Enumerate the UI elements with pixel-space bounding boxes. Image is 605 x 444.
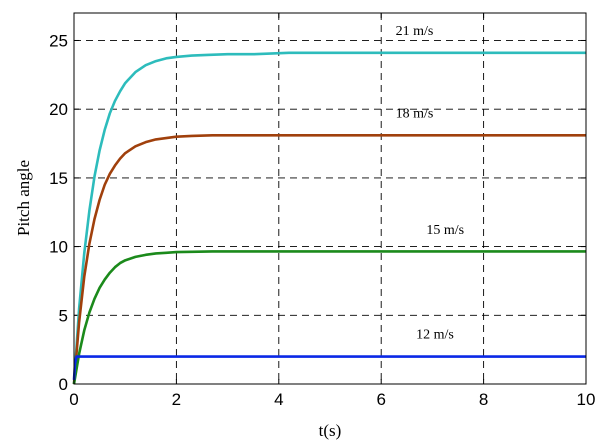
y-tick-label: 5 — [59, 306, 68, 325]
series-line-15-m-s — [72, 250, 586, 385]
x-tick-label: 6 — [376, 390, 385, 409]
series-annotations: 21 m/s 18 m/s 15 m/s 12 m/s — [396, 24, 464, 343]
x-tick-label: 2 — [172, 390, 181, 409]
series-line-12-m-s — [72, 355, 586, 380]
y-tick-label: 20 — [49, 100, 68, 119]
series-line-18-m-s — [72, 133, 586, 385]
y-tick-label: 25 — [49, 31, 68, 50]
axis-ticks — [73, 13, 587, 385]
series-label: 15 m/s — [426, 223, 464, 238]
x-axis-label: t(s) — [319, 421, 342, 440]
series-label: 12 m/s — [416, 328, 454, 343]
series-label: 18 m/s — [396, 106, 434, 121]
x-tick-labels: 0 2 4 6 8 10 — [69, 390, 595, 409]
x-tick-label: 8 — [479, 390, 488, 409]
series-label: 21 m/s — [396, 24, 434, 39]
y-tick-labels: 0 5 10 15 20 25 — [49, 31, 68, 394]
y-tick-label: 15 — [49, 169, 68, 188]
y-tick-label: 10 — [49, 238, 68, 257]
series-group — [72, 51, 586, 385]
x-tick-label: 4 — [274, 390, 283, 409]
y-axis-label: Pitch angle — [14, 160, 33, 236]
series-line-21-m-s — [72, 51, 586, 385]
plot-area — [73, 12, 587, 385]
x-tick-label: 0 — [69, 390, 78, 409]
y-tick-label: 0 — [59, 375, 68, 394]
plot-border — [73, 12, 587, 385]
x-tick-label: 10 — [577, 390, 596, 409]
grid-lines — [74, 13, 586, 384]
